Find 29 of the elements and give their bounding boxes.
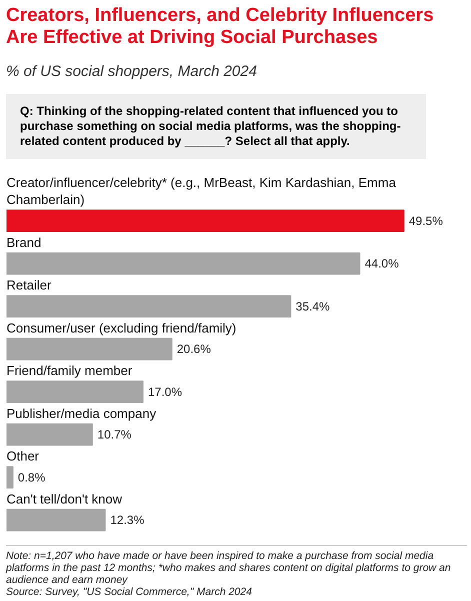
data-label: 17.0% bbox=[148, 385, 182, 400]
bar bbox=[6, 509, 106, 532]
bar bbox=[6, 252, 360, 276]
data-label: 44.0% bbox=[364, 256, 400, 271]
data-label: 12.3% bbox=[110, 514, 145, 528]
y-tick-label: Brand bbox=[6, 235, 42, 250]
y-tick-label: Other bbox=[6, 449, 40, 464]
y-tick-label: Retailer bbox=[6, 278, 52, 294]
data-label: 10.7% bbox=[97, 428, 132, 442]
chart-subtitle: % of US social shoppers, March 2024 bbox=[6, 62, 257, 82]
data-label: 20.6% bbox=[176, 342, 212, 356]
data-label: 35.4% bbox=[296, 300, 330, 314]
data-label: 49.5% bbox=[408, 214, 444, 228]
y-tick-label: Publisher/media company bbox=[6, 406, 157, 422]
text: Q: Thinking of the shopping-related content that influenced you to purchase something on social media platforms, was the shopping-related content produced by ______? Select all that apply. bbox=[6, 94, 426, 160]
y-tick-label: Consumer/user (excluding friend/family) bbox=[6, 320, 236, 336]
source-note: Source: Survey, "US Social Commerce," March 2024 bbox=[6, 586, 252, 598]
bar bbox=[6, 296, 292, 318]
bar bbox=[6, 466, 14, 489]
chart-title: Creators, Influencers, and Celebrity Influencers Are Effective at Driving Social Purchases bbox=[6, 5, 435, 49]
bar bbox=[6, 381, 144, 404]
bar bbox=[6, 338, 172, 361]
y-tick-label: Creator/influencer/celebrity* (e.g., MrBeast, Kim Kardashian, Emma Chamberlain) bbox=[6, 175, 397, 208]
y-tick-label: Can't tell/don't know bbox=[6, 492, 123, 507]
bar bbox=[6, 210, 404, 232]
bar bbox=[6, 424, 93, 446]
text: Note: n=1,207 who have made or have been inspired to make a purchase from social media platforms in the past 12 months; *who makes and shares content on digital platforms to grow an audience and earn money bbox=[6, 550, 451, 586]
y-tick-label: Friend/family member bbox=[6, 364, 133, 379]
data-label: 0.8% bbox=[18, 470, 46, 485]
